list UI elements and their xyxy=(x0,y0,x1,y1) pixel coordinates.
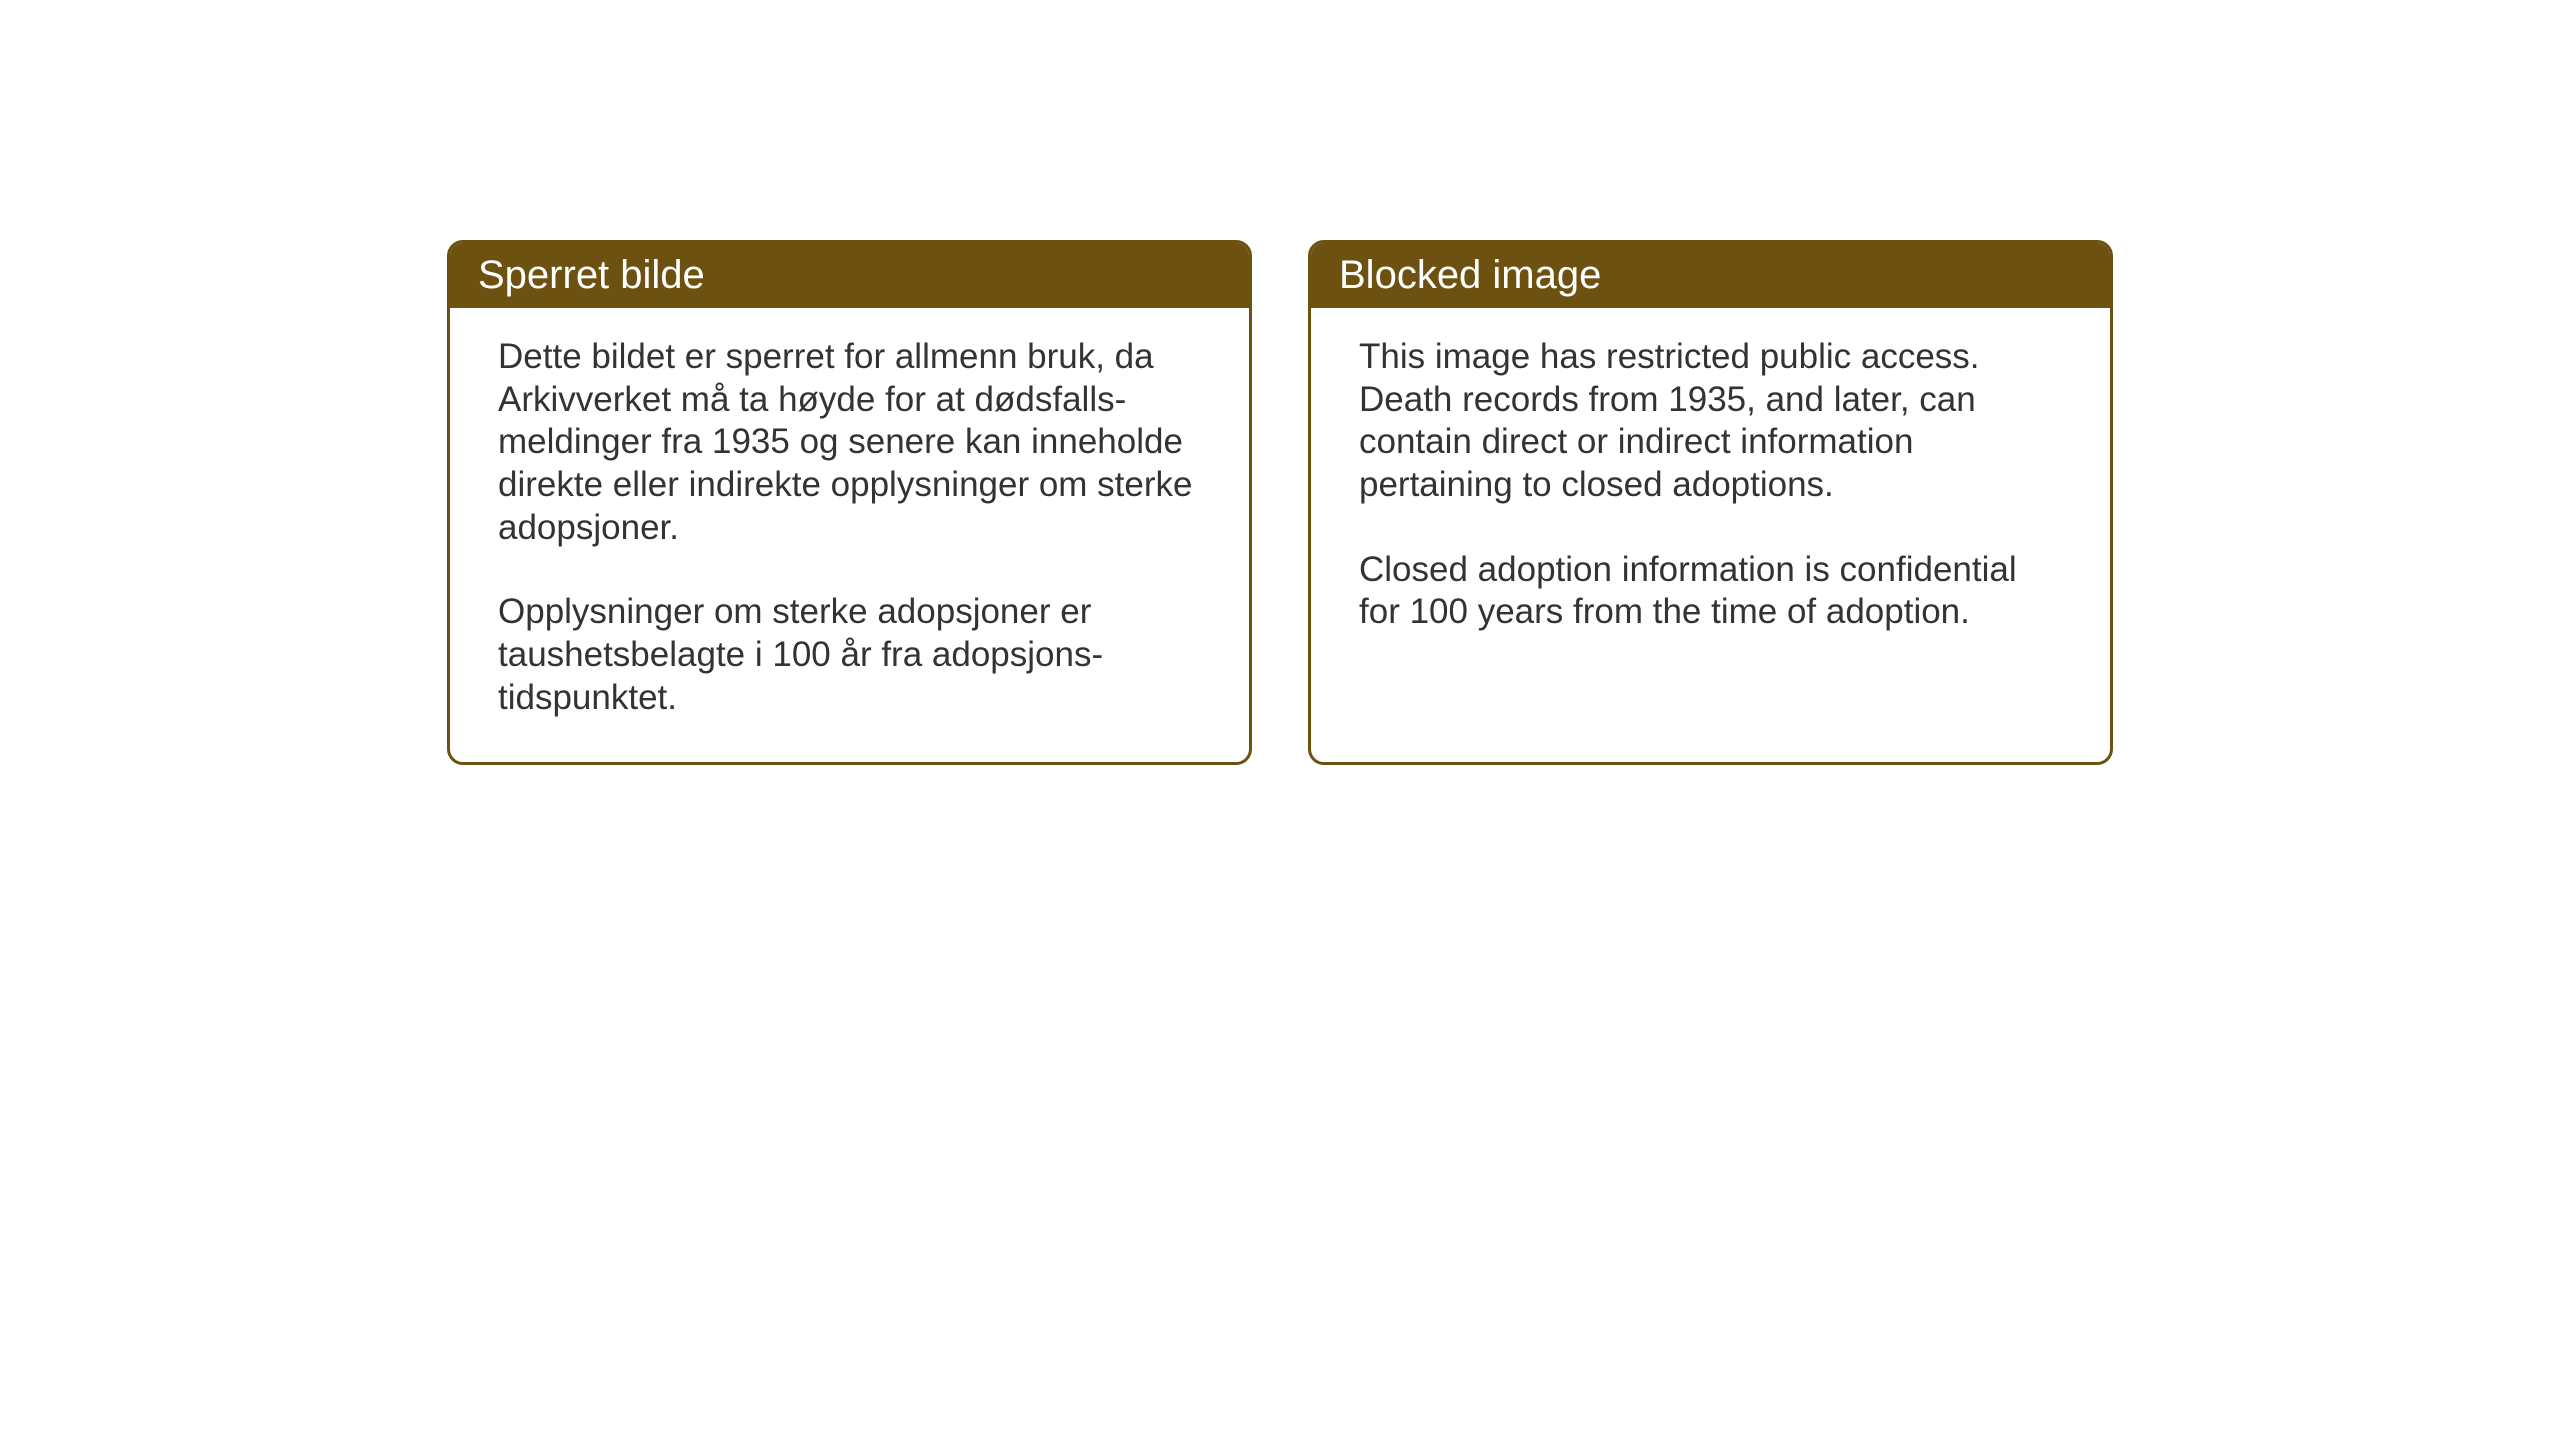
card-norwegian: Sperret bilde Dette bildet er sperret fo… xyxy=(447,240,1252,765)
card-body-norwegian: Dette bildet er sperret for allmenn bruk… xyxy=(450,308,1249,762)
card-english: Blocked image This image has restricted … xyxy=(1308,240,2113,765)
card-paragraph-english-1: This image has restricted public access.… xyxy=(1359,336,2062,507)
card-title-english: Blocked image xyxy=(1339,253,1601,297)
card-header-norwegian: Sperret bilde xyxy=(450,243,1249,308)
card-title-norwegian: Sperret bilde xyxy=(478,253,705,297)
card-body-english: This image has restricted public access.… xyxy=(1311,308,2110,676)
notice-container: Sperret bilde Dette bildet er sperret fo… xyxy=(447,240,2113,765)
card-paragraph-english-2: Closed adoption information is confident… xyxy=(1359,549,2062,634)
card-paragraph-norwegian-1: Dette bildet er sperret for allmenn bruk… xyxy=(498,336,1201,549)
card-header-english: Blocked image xyxy=(1311,243,2110,308)
card-paragraph-norwegian-2: Opplysninger om sterke adopsjoner er tau… xyxy=(498,591,1201,719)
